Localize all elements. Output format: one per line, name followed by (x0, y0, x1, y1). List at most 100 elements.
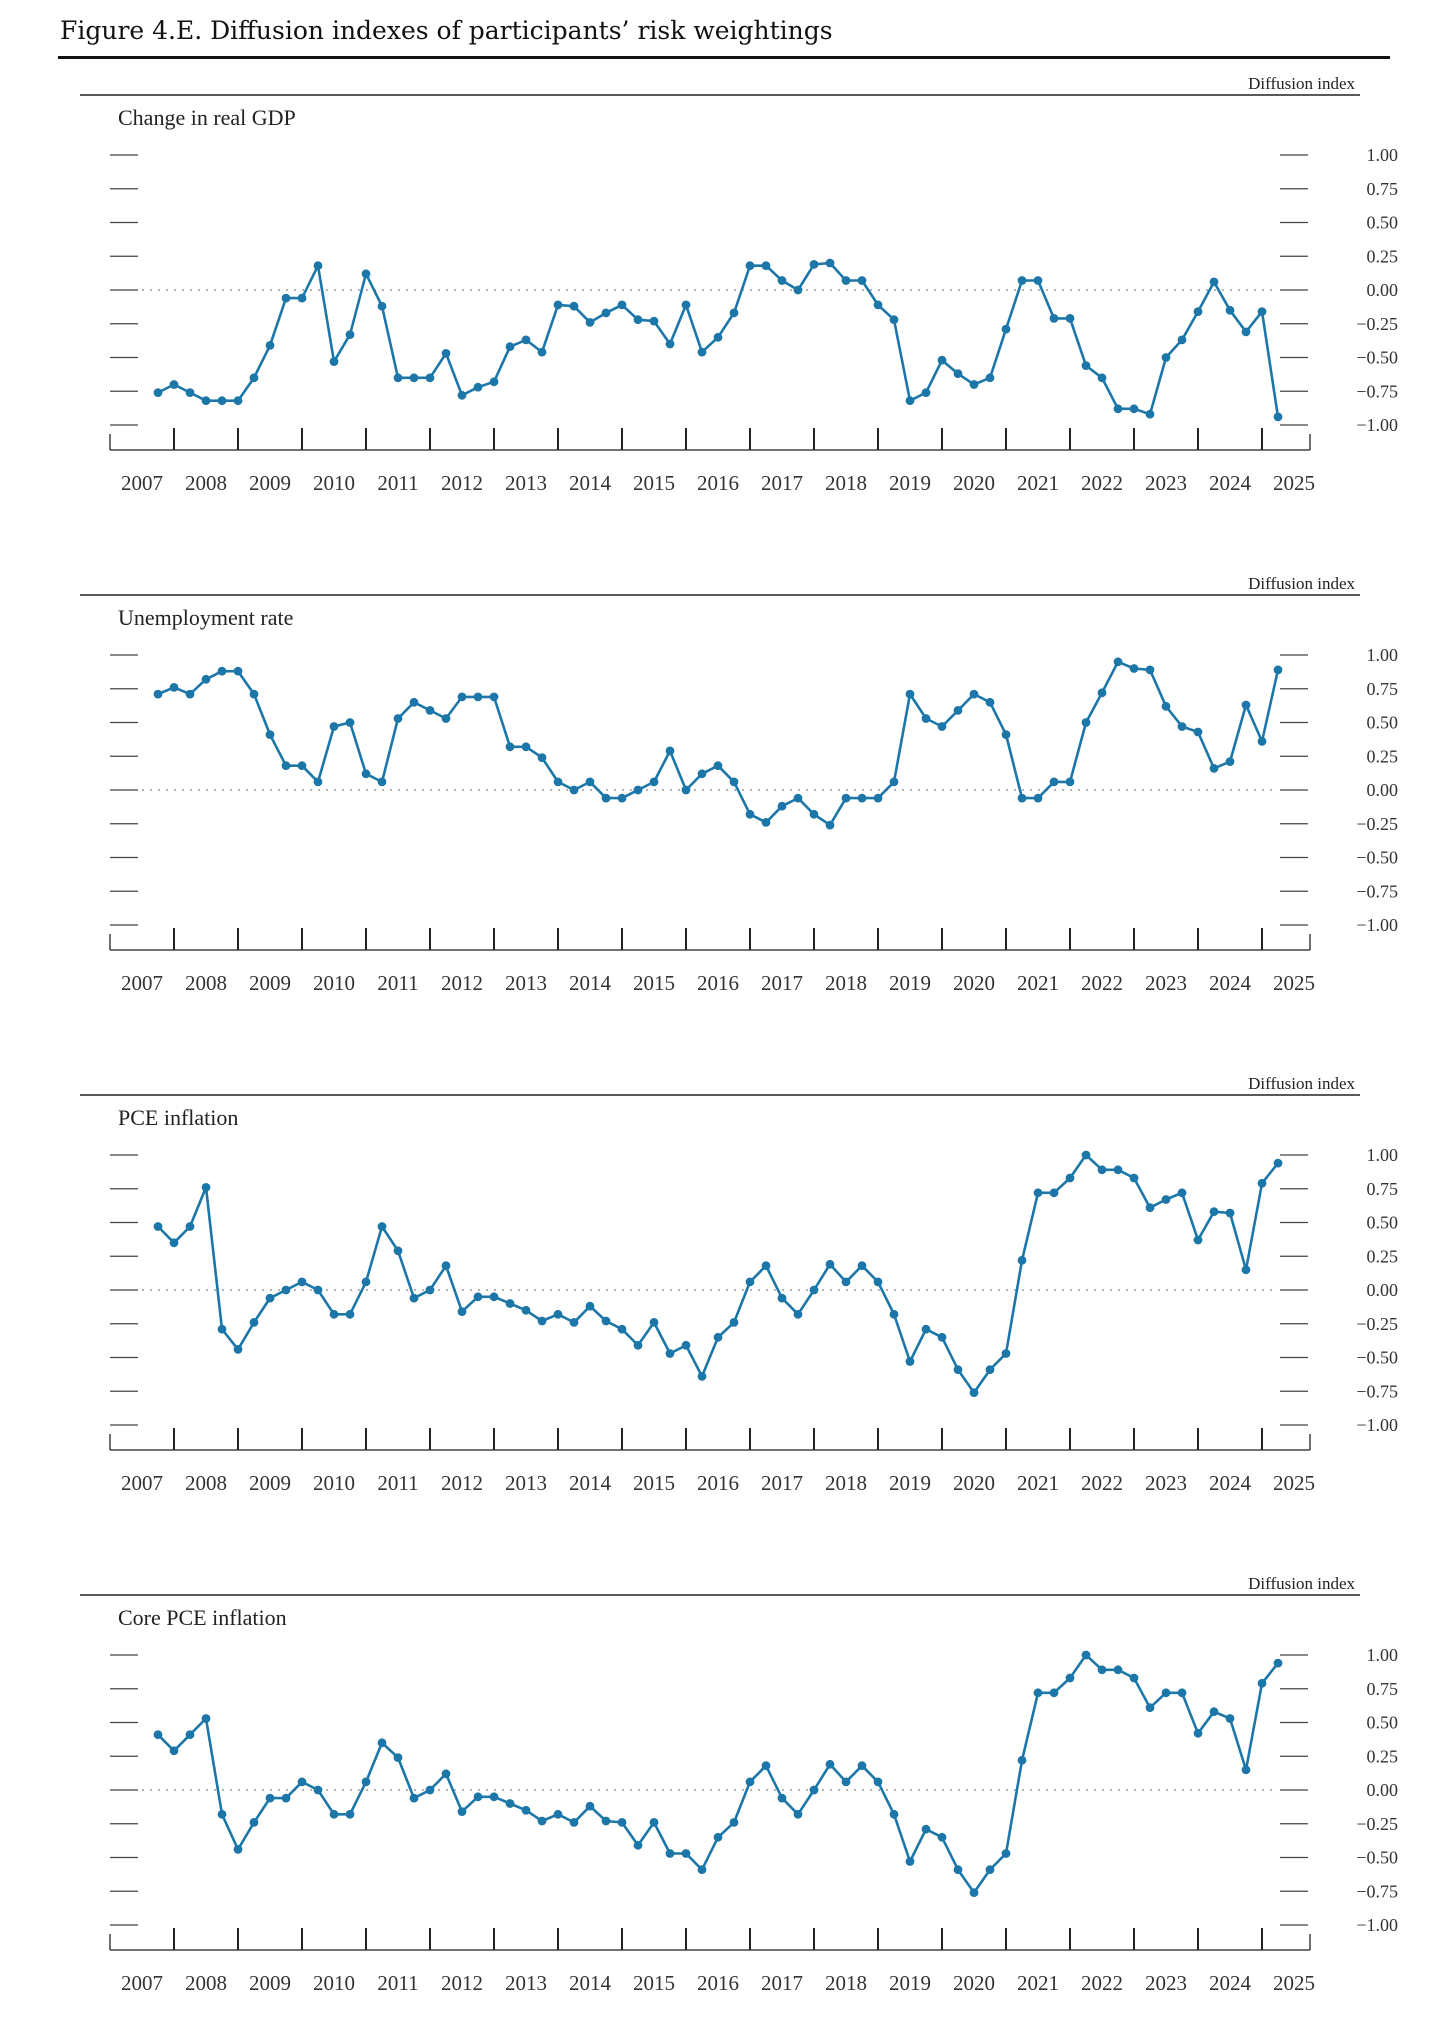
y-tick-label: 1.00 (1367, 1645, 1399, 1665)
x-tick-label: 2014 (569, 1971, 612, 1995)
x-tick-label: 2023 (1145, 971, 1187, 995)
data-point (697, 769, 707, 779)
x-tick-label: 2009 (249, 1971, 291, 1995)
data-point (1209, 1707, 1219, 1717)
data-point (1209, 1207, 1219, 1217)
x-tick-label: 2024 (1209, 1971, 1252, 1995)
y-tick-label: −0.50 (1356, 348, 1398, 368)
data-point (1129, 404, 1139, 414)
data-point (1033, 1188, 1043, 1198)
data-point (873, 793, 883, 803)
data-point (361, 1277, 371, 1287)
y-tick-label: 0.00 (1367, 280, 1399, 300)
data-point (1177, 722, 1187, 731)
data-point (249, 689, 259, 699)
data-point (585, 1801, 595, 1811)
data-point (1113, 1165, 1123, 1175)
data-point (1273, 412, 1283, 422)
y-tick-label: −1.00 (1356, 415, 1398, 435)
x-tick-label: 2009 (249, 971, 291, 995)
data-point (889, 1809, 899, 1819)
data-point (505, 1299, 515, 1308)
data-point (489, 1292, 499, 1302)
data-point (281, 293, 291, 303)
data-point (617, 1324, 627, 1334)
data-point (345, 1309, 355, 1319)
y-tick-label: −1.00 (1356, 1415, 1398, 1435)
y-tick-label: −0.75 (1356, 881, 1398, 901)
x-tick-label: 2012 (441, 1471, 483, 1495)
data-point (425, 706, 435, 715)
data-point (857, 1761, 867, 1771)
data-point (825, 1259, 835, 1269)
data-point (649, 316, 659, 326)
data-point (1065, 777, 1075, 787)
data-point (601, 308, 611, 318)
data-point (1097, 1665, 1107, 1675)
data-point (793, 285, 803, 295)
y-tick-label: 0.25 (1367, 1746, 1399, 1766)
data-point (201, 674, 211, 684)
series-line-unemployment-rate (157, 660, 1280, 827)
data-point (985, 1865, 995, 1875)
y-tick-label: 0.00 (1367, 780, 1399, 800)
data-point (153, 388, 163, 397)
x-tick-label: 2018 (825, 471, 867, 495)
data-point (681, 1340, 691, 1350)
data-point (1017, 1755, 1027, 1765)
data-point (1033, 276, 1043, 285)
x-tick-label: 2016 (697, 1971, 739, 1995)
data-point (521, 742, 531, 752)
data-point (553, 777, 563, 787)
data-point (1161, 1688, 1171, 1698)
data-point (185, 1222, 195, 1231)
data-point (393, 373, 403, 383)
data-point (601, 793, 611, 803)
data-point (1081, 718, 1091, 727)
y-tick-label: 0.50 (1367, 713, 1399, 733)
data-point (281, 761, 291, 771)
data-point (633, 1840, 643, 1850)
y-tick-label: 0.25 (1367, 246, 1399, 266)
x-tick-label: 2021 (1017, 971, 1059, 995)
data-point (1129, 1673, 1139, 1683)
data-point (649, 1818, 659, 1827)
data-point (153, 1222, 163, 1231)
y-tick-label: −0.75 (1356, 1381, 1398, 1401)
x-tick-label: 2007 (121, 1971, 163, 1995)
data-point (329, 1809, 339, 1819)
data-point (905, 1857, 915, 1866)
panel-title: PCE inflation (118, 1105, 238, 1130)
data-point (1129, 1173, 1139, 1183)
x-tick-label: 2022 (1081, 471, 1123, 495)
data-point (825, 258, 835, 268)
y-tick-label: −0.50 (1356, 1348, 1398, 1368)
x-tick-label: 2010 (313, 971, 355, 995)
data-point (1065, 1173, 1075, 1183)
x-tick-label: 2021 (1017, 471, 1059, 495)
data-point (521, 335, 531, 345)
data-point (1225, 1208, 1235, 1218)
data-point (569, 301, 579, 311)
data-point (1049, 1188, 1059, 1198)
x-tick-label: 2015 (633, 1471, 675, 1495)
data-point (1049, 314, 1059, 323)
data-point (489, 377, 499, 387)
data-point (361, 269, 371, 279)
data-point (1241, 327, 1251, 337)
y-axis-unit-label: Diffusion index (1248, 1574, 1355, 1593)
data-point (1001, 730, 1011, 739)
data-point (361, 1777, 371, 1787)
x-tick-label: 2010 (313, 1971, 355, 1995)
data-point (665, 1849, 675, 1858)
data-point (585, 318, 595, 327)
y-tick-label: 0.25 (1367, 1246, 1399, 1266)
data-point (1193, 307, 1203, 316)
x-tick-label: 2017 (761, 1971, 803, 1995)
data-point (1145, 1703, 1155, 1713)
data-point (169, 380, 179, 389)
data-point (777, 276, 787, 285)
data-point (265, 341, 275, 350)
data-point (377, 301, 387, 311)
data-point (617, 300, 627, 310)
